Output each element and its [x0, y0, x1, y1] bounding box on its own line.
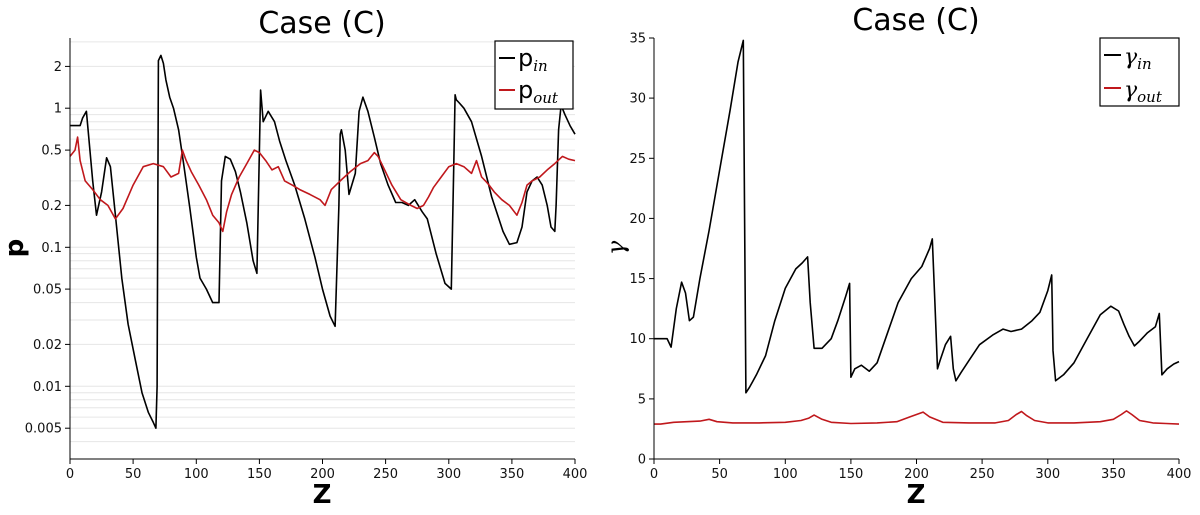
left-chart-panel: 0 50 100 150 200 250 300 350 400 0.005 0.01 0.02 0.0…	[0, 6, 587, 510]
left-y-tick-label-7: 1	[54, 102, 62, 117]
right-y-axis-label: γ	[602, 240, 630, 255]
right-series-line-out	[654, 410, 1180, 425]
left-chart-gridlines	[70, 41, 575, 460]
left-chart-legend: pin pout	[494, 40, 574, 110]
right-y-tick-label-4: 20	[629, 212, 646, 227]
right-chart-title: Case (C)	[852, 3, 979, 38]
left-x-tick-label-3: 150	[247, 467, 272, 482]
left-y-axis-label: p	[0, 239, 30, 258]
left-x-tick-label-4: 200	[310, 467, 335, 482]
left-series-line-out	[69, 136, 576, 233]
left-y-tick-label-0: 0.005	[25, 422, 62, 437]
left-y-tick-label-6: 0.5	[41, 144, 62, 159]
left-chart-ticks: 0 50 100 150 200 250 300 350 400 0.005 0.01 0.02 0.0…	[25, 60, 588, 482]
right-legend-sub-gamma-out: out	[1137, 88, 1163, 106]
left-y-tick-label-2: 0.02	[33, 338, 62, 353]
right-y-tick-label-5: 25	[629, 152, 646, 167]
left-legend-sub-p-in: in	[533, 57, 547, 75]
right-y-tick-label-0: 0	[638, 453, 646, 468]
left-y-tick-label-8: 2	[54, 60, 62, 75]
right-x-tick-label-4: 200	[904, 467, 929, 482]
right-chart-series	[654, 39, 1180, 425]
left-y-tick-label-5: 0.2	[41, 199, 62, 214]
right-y-tick-label-6: 30	[629, 92, 646, 107]
left-legend-label-p-in: pin	[518, 44, 548, 75]
right-x-tick-label-5: 250	[970, 467, 995, 482]
left-legend-name-p-in: p	[518, 44, 533, 72]
left-x-tick-label-2: 100	[184, 467, 209, 482]
left-chart-series	[69, 54, 576, 430]
left-x-tick-label-8: 400	[563, 467, 588, 482]
left-x-tick-label-6: 300	[436, 467, 461, 482]
left-legend-name-p-out: p	[518, 76, 533, 104]
left-legend-box	[494, 40, 574, 110]
right-x-tick-label-3: 150	[838, 467, 863, 482]
right-x-tick-label-7: 350	[1101, 467, 1126, 482]
right-y-tick-label-1: 5	[638, 392, 646, 407]
right-legend-box	[1099, 37, 1180, 107]
right-x-tick-label-2: 100	[773, 467, 798, 482]
right-legend-label-gamma-in: γin	[1124, 45, 1152, 73]
left-series-line-in	[70, 54, 576, 430]
left-y-tick-label-3: 0.05	[33, 283, 62, 298]
right-x-axis-label: Z	[907, 480, 926, 510]
right-x-tick-label-0: 0	[650, 467, 658, 482]
right-y-tick-label-2: 10	[629, 332, 646, 347]
right-y-tick-label-3: 15	[629, 272, 646, 287]
left-chart-title: Case (C)	[258, 6, 385, 41]
right-x-tick-label-1: 50	[711, 467, 728, 482]
right-legend-label-gamma-out: γout	[1124, 78, 1163, 106]
right-legend-name-gamma-out: γ	[1124, 78, 1138, 103]
left-x-tick-label-1: 50	[125, 467, 142, 482]
left-y-tick-label-4: 0.1	[41, 241, 62, 256]
left-x-tick-label-0: 0	[66, 467, 74, 482]
right-x-tick-label-8: 400	[1167, 467, 1192, 482]
right-chart-legend: γin γout	[1099, 37, 1180, 107]
right-chart-ticks: 0 50 100 150 200 250 300 350 400 0 5 10 15 20 25 30 35	[629, 32, 1191, 483]
left-legend-label-p-out: pout	[518, 76, 559, 107]
left-x-tick-label-7: 350	[499, 467, 524, 482]
right-chart-panel: 0 50 100 150 200 250 300 350 400 0 5 10 15 20 25 30 35 C…	[602, 3, 1191, 510]
right-legend-sub-gamma-in: in	[1137, 55, 1151, 73]
right-y-tick-label-7: 35	[629, 32, 646, 47]
left-x-axis-label: Z	[313, 480, 332, 510]
right-series-line-in	[654, 39, 1180, 394]
left-legend-sub-p-out: out	[533, 89, 559, 107]
left-x-tick-label-5: 250	[373, 467, 398, 482]
right-x-tick-label-6: 300	[1035, 467, 1060, 482]
left-y-tick-label-1: 0.01	[33, 380, 62, 395]
right-legend-name-gamma-in: γ	[1124, 45, 1138, 70]
